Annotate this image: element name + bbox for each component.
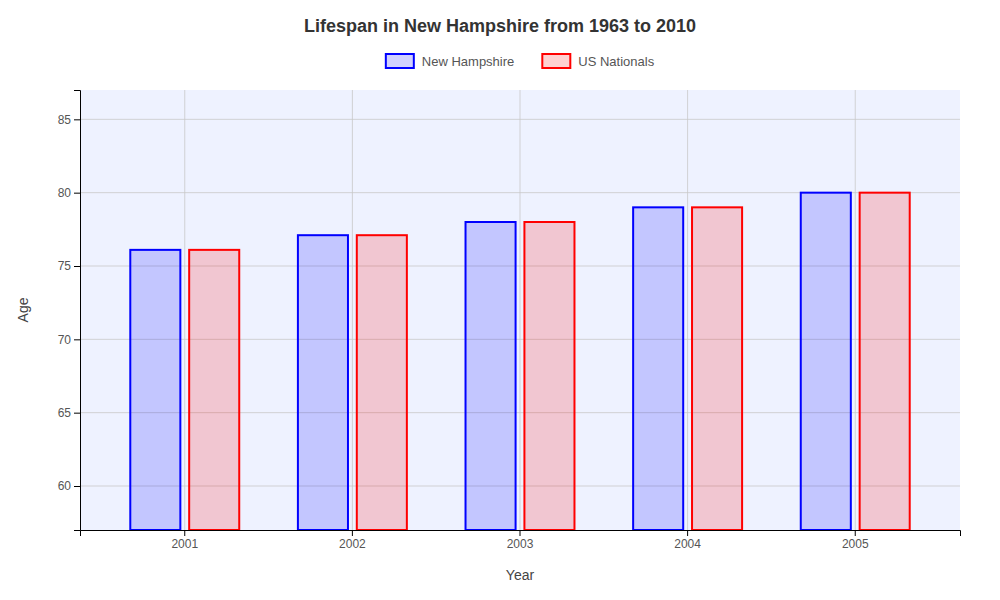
x-tick-mark — [184, 530, 185, 536]
x-tick: 2002 — [339, 530, 366, 551]
y-tick-mark — [74, 266, 80, 267]
grid-line-x — [687, 90, 688, 530]
bar — [801, 193, 851, 530]
bar — [130, 250, 180, 530]
x-tick: 2005 — [842, 530, 869, 551]
bar — [692, 207, 742, 530]
y-tick-mark — [74, 486, 80, 487]
grid-line-x — [352, 90, 353, 530]
chart-svg: Lifespan in New Hampshire from 1963 to 2… — [0, 0, 1000, 600]
legend-label: US Nationals — [578, 54, 654, 69]
y-tick: 85 — [58, 113, 80, 127]
grid-line-x — [184, 90, 185, 530]
bar — [860, 193, 910, 530]
bar-series — [130, 193, 851, 530]
y-tick-label: 75 — [58, 259, 72, 273]
x-tick: 2004 — [674, 530, 701, 551]
bars — [130, 193, 909, 530]
y-tick-mark — [74, 193, 80, 194]
bar — [633, 207, 683, 530]
chart-title: Lifespan in New Hampshire from 1963 to 2… — [304, 16, 696, 36]
y-tick: 80 — [58, 186, 80, 200]
grid — [80, 90, 960, 530]
y-tick: 75 — [58, 259, 80, 273]
x-tick-label: 2005 — [842, 537, 869, 551]
legend-item: US Nationals — [542, 54, 654, 69]
x-tick-label: 2001 — [171, 537, 198, 551]
x-tick: 2003 — [507, 530, 534, 551]
bar — [298, 235, 348, 530]
x-tick-label: 2004 — [674, 537, 701, 551]
y-tick-label: 80 — [58, 186, 72, 200]
y-tick-label: 85 — [58, 113, 72, 127]
legend: New Hampshire US Nationals — [386, 54, 655, 69]
bar — [524, 222, 574, 530]
legend-swatch — [386, 54, 414, 68]
plot-background — [80, 90, 960, 530]
y-tick-mark — [74, 339, 80, 340]
x-tick-label: 2002 — [339, 537, 366, 551]
y-tick: 65 — [58, 406, 80, 420]
x-axis-title: Year — [506, 567, 535, 583]
x-axis-line — [81, 531, 961, 537]
y-axis-title: Age — [15, 297, 31, 322]
x-tick-mark — [520, 530, 521, 536]
y-tick-label: 60 — [58, 479, 72, 493]
grid-line-x — [855, 90, 856, 530]
y-axis-line — [74, 91, 81, 531]
y-tick-mark — [74, 119, 80, 120]
bar — [189, 250, 239, 530]
y-axis: 60 65 70 75 80 85 — [58, 91, 81, 531]
x-tick-label: 2003 — [507, 537, 534, 551]
x-axis: 2001 2002 2003 2004 2005 — [81, 530, 961, 551]
x-tick-mark — [687, 530, 688, 536]
bar — [357, 235, 407, 530]
x-tick-mark — [855, 530, 856, 536]
legend-swatch — [542, 54, 570, 68]
y-tick-label: 70 — [58, 333, 72, 347]
y-tick-label: 65 — [58, 406, 72, 420]
plot-area: 60 65 70 75 80 85 2001 2002 2003 2004 2005 — [58, 90, 961, 551]
legend-item: New Hampshire — [386, 54, 514, 69]
bar-series — [189, 193, 910, 530]
grid-line-x — [520, 90, 521, 530]
x-tick-mark — [352, 530, 353, 536]
y-tick-mark — [74, 413, 80, 414]
y-tick: 60 — [58, 479, 80, 493]
y-tick: 70 — [58, 333, 80, 347]
x-tick: 2001 — [171, 530, 198, 551]
bar — [466, 222, 516, 530]
legend-label: New Hampshire — [422, 54, 514, 69]
